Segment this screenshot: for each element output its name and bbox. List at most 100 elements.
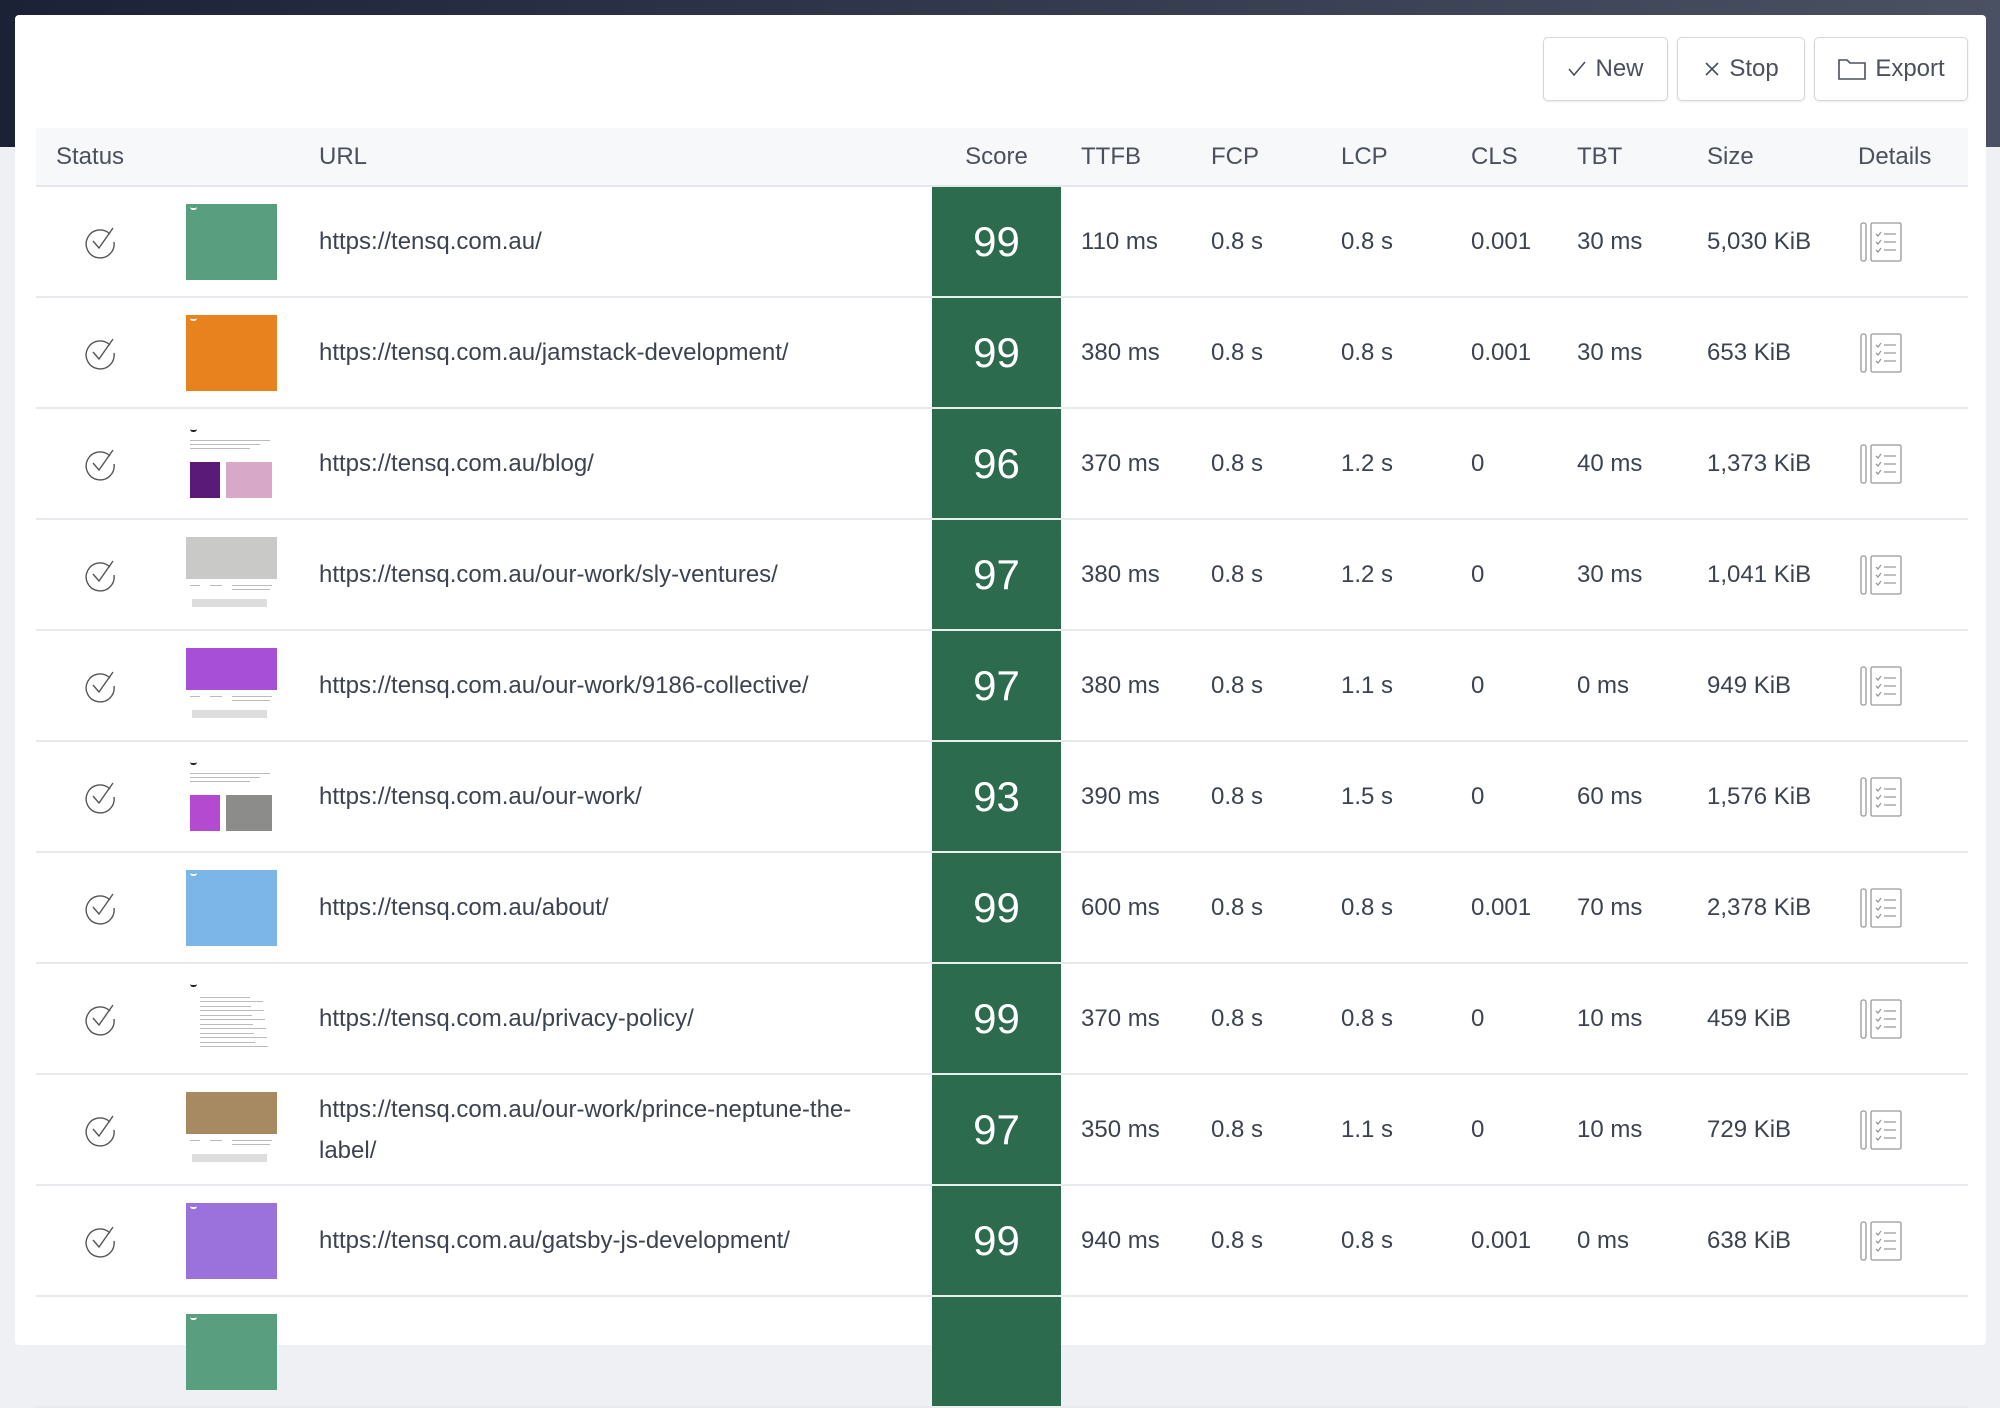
tbt-cell: 0 ms: [1557, 630, 1687, 742]
export-label: Export: [1875, 55, 1945, 82]
score-cell: 99: [932, 297, 1061, 409]
report-list-icon: [1860, 776, 1902, 817]
tbt-cell: 60 ms: [1557, 741, 1687, 853]
check-circle-icon: [85, 671, 115, 703]
new-label: New: [1595, 55, 1644, 82]
fcp-cell: 0.8 s: [1191, 1074, 1321, 1186]
col-ttfb[interactable]: TTFB: [1061, 128, 1191, 187]
details-button[interactable]: [1838, 741, 1968, 853]
score-cell: [932, 1296, 1061, 1408]
details-button[interactable]: [1838, 297, 1968, 409]
fcp-cell: 0.8 s: [1191, 519, 1321, 631]
logo-mark: [190, 318, 197, 321]
ttfb-cell: 390 ms: [1061, 741, 1191, 853]
ttfb-cell: 600 ms: [1061, 852, 1191, 964]
table-row[interactable]: https://tensq.com.au/our-work/9186-colle…: [36, 630, 1968, 742]
report-list-icon: [1860, 998, 1902, 1039]
check-circle-icon: [85, 782, 115, 814]
tbt-cell: [1557, 1296, 1687, 1408]
ttfb-cell: 380 ms: [1061, 519, 1191, 631]
details-button[interactable]: [1838, 186, 1968, 298]
table-row[interactable]: https://tensq.com.au/gatsby-js-developme…: [36, 1185, 1968, 1297]
details-button[interactable]: [1838, 519, 1968, 631]
page-thumbnail: [186, 1091, 277, 1168]
details-button[interactable]: [1838, 1296, 1968, 1408]
lcp-cell: 0.8 s: [1321, 186, 1451, 298]
score-cell: 96: [932, 408, 1061, 520]
table-row[interactable]: [36, 1296, 1968, 1408]
ttfb-cell: 350 ms: [1061, 1074, 1191, 1186]
report-list-icon: [1860, 554, 1902, 595]
col-score[interactable]: Score: [932, 128, 1061, 187]
lcp-cell: 0.8 s: [1321, 852, 1451, 964]
url-link[interactable]: [300, 1296, 932, 1408]
ttfb-cell: 370 ms: [1061, 408, 1191, 520]
details-button[interactable]: [1838, 408, 1968, 520]
url-link[interactable]: https://tensq.com.au/our-work/: [300, 741, 932, 853]
url-link[interactable]: https://tensq.com.au/: [300, 186, 932, 298]
size-cell: 5,030 KiB: [1687, 186, 1838, 298]
table-row[interactable]: https://tensq.com.au/about/ 99 600 ms 0.8…: [36, 852, 1968, 964]
cls-cell: [1451, 1296, 1557, 1408]
cls-cell: 0: [1451, 963, 1557, 1075]
table-row[interactable]: https://tensq.com.au/our-work/prince-nep…: [36, 1074, 1968, 1186]
url-link[interactable]: https://tensq.com.au/about/: [300, 852, 932, 964]
details-button[interactable]: [1838, 1074, 1968, 1186]
col-tbt[interactable]: TBT: [1557, 128, 1687, 187]
url-link[interactable]: https://tensq.com.au/blog/: [300, 408, 932, 520]
table-row[interactable]: https://tensq.com.au/our-work/sly-ventur…: [36, 519, 1968, 631]
page-thumbnail: [186, 758, 277, 835]
close-icon: [1705, 62, 1719, 76]
url-link[interactable]: https://tensq.com.au/jamstack-developmen…: [300, 297, 932, 409]
table-row[interactable]: https://tensq.com.au/blog/ 96 370 ms 0.8 …: [36, 408, 1968, 520]
fcp-cell: 0.8 s: [1191, 186, 1321, 298]
details-button[interactable]: [1838, 630, 1968, 742]
tbt-cell: 70 ms: [1557, 852, 1687, 964]
col-status[interactable]: Status: [36, 128, 164, 187]
lcp-cell: 1.1 s: [1321, 630, 1451, 742]
url-link[interactable]: https://tensq.com.au/our-work/prince-nep…: [300, 1074, 932, 1186]
url-link[interactable]: https://tensq.com.au/our-work/sly-ventur…: [300, 519, 932, 631]
table-row[interactable]: https://tensq.com.au/our-work/ 93 390 ms…: [36, 741, 1968, 853]
page-thumbnail: [186, 314, 277, 391]
export-button[interactable]: Export: [1814, 37, 1968, 101]
table-row[interactable]: https://tensq.com.au/jamstack-developmen…: [36, 297, 1968, 409]
status-cell: [36, 852, 164, 964]
col-cls[interactable]: CLS: [1451, 128, 1557, 187]
fcp-cell: 0.8 s: [1191, 741, 1321, 853]
url-link[interactable]: https://tensq.com.au/privacy-policy/: [300, 963, 932, 1075]
page-thumbnail: [186, 869, 277, 946]
stop-button[interactable]: Stop: [1677, 37, 1805, 101]
page-thumbnail: [186, 1202, 277, 1279]
score-cell: 99: [932, 1185, 1061, 1297]
fcp-cell: 0.8 s: [1191, 630, 1321, 742]
table-row[interactable]: https://tensq.com.au/privacy-policy/ 99 …: [36, 963, 1968, 1075]
fcp-cell: [1191, 1296, 1321, 1408]
report-list-icon: [1860, 332, 1902, 373]
cls-cell: 0: [1451, 408, 1557, 520]
col-url[interactable]: URL: [300, 128, 932, 187]
col-lcp[interactable]: LCP: [1321, 128, 1451, 187]
status-cell: [36, 1074, 164, 1186]
table-row[interactable]: https://tensq.com.au/ 99 110 ms 0.8 s 0.8 …: [36, 186, 1968, 298]
size-cell: 638 KiB: [1687, 1185, 1838, 1297]
status-cell: [36, 186, 164, 298]
size-cell: 653 KiB: [1687, 297, 1838, 409]
url-link[interactable]: https://tensq.com.au/our-work/9186-colle…: [300, 630, 932, 742]
lcp-cell: 1.1 s: [1321, 1074, 1451, 1186]
tbt-cell: 30 ms: [1557, 519, 1687, 631]
report-list-icon: [1860, 443, 1902, 484]
thumbnail-cell: [164, 852, 300, 964]
col-fcp[interactable]: FCP: [1191, 128, 1321, 187]
col-size[interactable]: Size: [1687, 128, 1838, 187]
stop-label: Stop: [1729, 55, 1779, 82]
new-button[interactable]: New: [1543, 37, 1668, 101]
details-button[interactable]: [1838, 963, 1968, 1075]
check-circle-icon: [85, 1004, 115, 1036]
thumbnail-cell: [164, 741, 300, 853]
details-button[interactable]: [1838, 1185, 1968, 1297]
lcp-cell: [1321, 1296, 1451, 1408]
url-link[interactable]: https://tensq.com.au/gatsby-js-developme…: [300, 1185, 932, 1297]
status-cell: [36, 297, 164, 409]
details-button[interactable]: [1838, 852, 1968, 964]
